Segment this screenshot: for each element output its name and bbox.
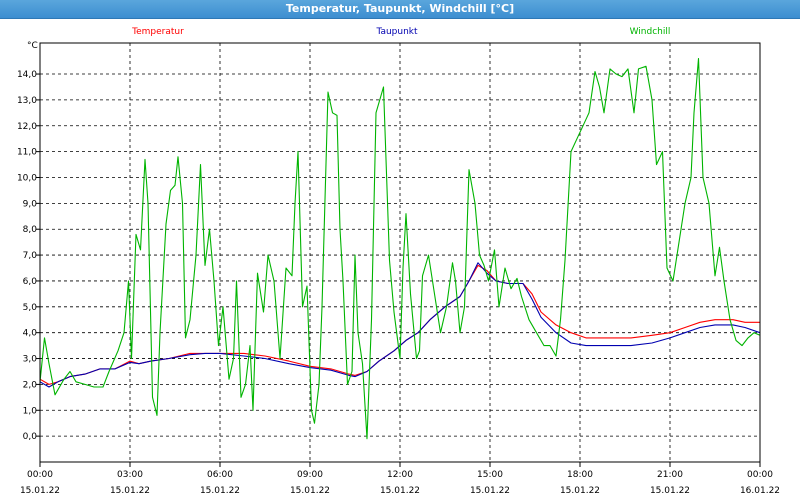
- y-tick-label: 0,0: [23, 432, 38, 442]
- x-tick-date: 15.01.22: [200, 486, 240, 496]
- x-tick-time: 00:00: [27, 470, 53, 480]
- chart-title: Temperatur, Taupunkt, Windchill [°C]: [0, 0, 800, 19]
- series-line-windchill: [39, 57, 761, 440]
- x-tick-time: 00:00: [747, 470, 773, 480]
- y-tick-label: 11,0: [17, 148, 37, 158]
- y-tick-label: 10,0: [17, 173, 37, 183]
- x-tick-date: 15.01.22: [470, 486, 510, 496]
- x-tick-date: 15.01.22: [560, 486, 600, 496]
- y-tick-label: 5,0: [23, 303, 38, 313]
- legend-windchill: Windchill: [630, 27, 671, 37]
- x-tick-date: 15.01.22: [380, 486, 420, 496]
- y-tick-label: 12,0: [17, 122, 37, 132]
- series-line-taupunkt: [39, 262, 761, 388]
- y-tick-label: 3,0: [23, 355, 38, 365]
- y-tick-label: 4,0: [23, 329, 38, 339]
- x-tick-time: 03:00: [117, 470, 143, 480]
- x-tick-time: 15:00: [477, 470, 503, 480]
- y-tick-label: 9,0: [23, 199, 38, 209]
- y-axis-label: °C: [27, 41, 38, 51]
- x-tick-date: 15.01.22: [20, 486, 60, 496]
- y-tick-label: 2,0: [23, 380, 38, 390]
- legend-temperatur: Temperatur: [131, 27, 184, 37]
- x-tick-date: 15.01.22: [650, 486, 690, 496]
- x-tick-time: 09:00: [297, 470, 323, 480]
- x-tick-time: 12:00: [387, 470, 413, 480]
- x-tick-time: 18:00: [567, 470, 593, 480]
- x-tick-date: 15.01.22: [290, 486, 330, 496]
- y-tick-label: 7,0: [23, 251, 38, 261]
- y-tick-label: 1,0: [23, 406, 38, 416]
- x-tick-date: 15.01.22: [110, 486, 150, 496]
- y-tick-label: 13,0: [17, 96, 37, 106]
- y-tick-label: 6,0: [23, 277, 38, 287]
- legend-taupunkt: Taupunkt: [375, 27, 418, 37]
- x-tick-time: 06:00: [207, 470, 233, 480]
- x-tick-time: 21:00: [657, 470, 683, 480]
- y-tick-label: 8,0: [23, 225, 38, 235]
- y-tick-label: 14,0: [17, 70, 37, 80]
- plot-frame: [39, 42, 761, 463]
- x-tick-date: 16.01.22: [740, 486, 780, 496]
